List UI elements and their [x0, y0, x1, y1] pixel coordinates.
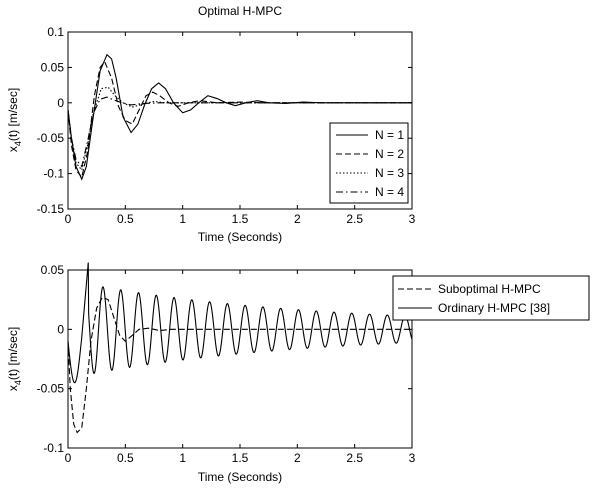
legend: Suboptimal H-MPC Ordinary H-MPC [38]	[393, 276, 589, 320]
x-tick-label: 1.5	[232, 212, 249, 226]
x-tick-label: 2.5	[346, 451, 363, 465]
y-tick-label: -0.1	[43, 441, 64, 455]
y-tick-label: -0.05	[37, 382, 65, 396]
chart-suboptimal-vs-ordinary: 0 0.5 1 1.5 2 2.5 3 -0.1 -0.05 0 0.05 Time (Secon…	[6, 263, 589, 484]
plot-area	[68, 270, 412, 448]
legend: N = 1 N = 2 N = 3 N = 4	[330, 123, 408, 203]
y-tick-label: 0	[57, 322, 64, 336]
chart-optimal-hmpc: Optimal H-MPC 0 0.5 1 1.5 2 2.5 3 -0.15 -0.1 -0.…	[6, 4, 416, 244]
x-tick-label: 2.5	[346, 212, 363, 226]
y-tick-label: -0.05	[37, 131, 65, 145]
x-tick-label: 3	[409, 212, 416, 226]
x-tick-label: 0	[65, 212, 72, 226]
x-tick-label: 2	[294, 212, 301, 226]
y-tick-label: 0.05	[41, 263, 65, 277]
x-tick-label: 1	[179, 451, 186, 465]
y-tick-label: 0.1	[47, 25, 64, 39]
x-axis-label: Time (Seconds)	[198, 470, 282, 484]
legend-label: N = 3	[375, 166, 404, 180]
y-tick-label: -0.15	[37, 202, 65, 216]
x-tick-label: 0	[65, 451, 72, 465]
legend-label: N = 1	[375, 128, 404, 142]
legend-label: N = 4	[375, 185, 404, 199]
legend-label: Suboptimal H-MPC	[438, 282, 541, 296]
legend-label: N = 2	[375, 147, 404, 161]
x-tick-label: 3	[409, 451, 416, 465]
x-tick-label: 0.5	[117, 212, 134, 226]
y-tick-label: 0.05	[41, 60, 65, 74]
legend-label: Ordinary H-MPC [38]	[438, 301, 550, 315]
x-tick-label: 0.5	[117, 451, 134, 465]
x-axis-label: Time (Seconds)	[198, 230, 282, 244]
y-tick-label: -0.1	[43, 167, 64, 181]
x-tick-label: 2	[294, 451, 301, 465]
y-axis-label: x4(t) [m/sec]	[6, 327, 23, 391]
y-tick-label: 0	[57, 96, 64, 110]
chart-title: Optimal H-MPC	[198, 4, 282, 18]
x-tick-label: 1	[179, 212, 186, 226]
y-axis-label: x4(t) [m/sec]	[6, 88, 23, 152]
x-tick-label: 1.5	[232, 451, 249, 465]
